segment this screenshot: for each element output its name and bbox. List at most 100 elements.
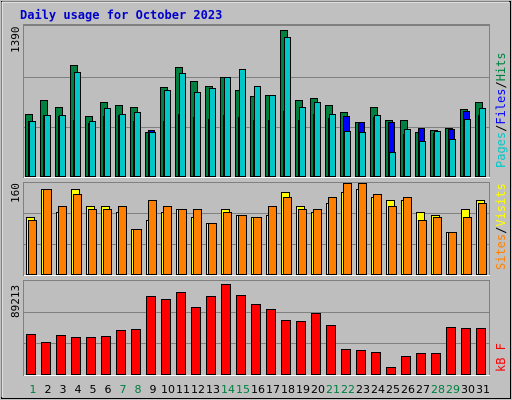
bar-sites-day-22 <box>343 183 352 275</box>
x-tick-label: 24 <box>371 383 385 396</box>
bar-kb-f-day-18 <box>281 320 291 375</box>
bar-kb-f-day-9 <box>146 296 156 375</box>
bar-sites-day-19 <box>298 209 307 275</box>
bar-sites-day-17 <box>268 206 277 275</box>
x-tick-label: 11 <box>176 383 190 396</box>
bar-sites-day-28 <box>433 217 442 275</box>
legend-entry: / <box>494 227 508 234</box>
bar-kb-f-day-25 <box>386 367 396 375</box>
bar-sites-day-11 <box>178 209 187 275</box>
bar-kb-f-day-16 <box>251 304 261 375</box>
bar-sites-day-8 <box>133 229 142 275</box>
bar-pages-day-3 <box>59 115 66 177</box>
legend-entry: Files <box>494 89 508 125</box>
bar-pages-day-20 <box>314 102 321 177</box>
bar-pages-day-4 <box>74 72 81 177</box>
bar-pages-day-16 <box>254 86 261 177</box>
bar-pages-day-6 <box>104 108 111 177</box>
chart-title: Daily usage for October 2023 <box>20 8 222 22</box>
bar-sites-day-25 <box>388 206 397 275</box>
x-tick-label: 29 <box>446 383 460 396</box>
legend-pages-files-hits: Pages/Files/Hits <box>494 52 508 168</box>
bar-kb-f-day-11 <box>176 292 186 375</box>
bar-pages-day-14 <box>224 77 231 177</box>
bar-pages-day-28 <box>434 131 441 177</box>
bar-sites-day-13 <box>208 223 217 275</box>
bar-sites-day-30 <box>463 217 472 275</box>
bar-pages-day-13 <box>209 88 216 177</box>
legend-entry: Pages <box>494 132 508 168</box>
x-tick-label: 14 <box>221 383 235 396</box>
bars-top <box>25 30 486 177</box>
bar-kb-f-day-12 <box>191 307 201 375</box>
bar-pages-day-24 <box>374 115 381 177</box>
bar-sites-day-7 <box>118 206 127 275</box>
bar-pages-day-12 <box>194 92 201 177</box>
bar-sites-day-2 <box>43 189 52 275</box>
bar-sites-day-1 <box>28 220 37 275</box>
x-tick-label: 18 <box>281 383 295 396</box>
bar-sites-day-3 <box>58 206 67 275</box>
bar-kb-f-day-2 <box>41 342 51 375</box>
bar-sites-day-12 <box>193 209 202 275</box>
bar-kb-f-day-27 <box>416 353 426 375</box>
bar-sites-day-9 <box>148 200 157 275</box>
bar-pages-day-10 <box>164 90 171 177</box>
legend-kbytes: kB F <box>494 343 508 372</box>
bar-pages-day-11 <box>179 73 186 177</box>
x-tick-label: 4 <box>75 383 82 396</box>
bar-pages-day-1 <box>29 121 36 177</box>
bar-sites-day-20 <box>313 209 322 275</box>
legend-entry: kB F <box>494 343 508 372</box>
x-tick-label: 13 <box>206 383 220 396</box>
bar-kb-f-day-28 <box>431 353 441 375</box>
bar-pages-day-9 <box>149 132 156 177</box>
x-tick-label: 20 <box>311 383 325 396</box>
x-tick-label: 31 <box>476 383 490 396</box>
panel-hits-files-pages: 1390 <box>9 24 490 178</box>
x-tick-label: 1 <box>30 383 37 396</box>
x-tick-label: 17 <box>266 383 280 396</box>
legend-sites-visits: Sites/Visits <box>494 183 508 270</box>
bar-sites-day-23 <box>358 183 367 275</box>
bar-kb-f-day-23 <box>356 350 366 375</box>
x-tick-label: 28 <box>431 383 445 396</box>
x-tick-label: 16 <box>251 383 265 396</box>
bar-kb-f-day-31 <box>476 328 486 375</box>
bar-kb-f-day-5 <box>86 337 96 375</box>
y-max-label-top: 1390 <box>9 27 22 54</box>
legend-entry: Sites <box>494 234 508 270</box>
bar-sites-day-10 <box>163 206 172 275</box>
legend-entry: Visits <box>494 183 508 226</box>
bar-sites-day-15 <box>238 215 247 275</box>
bar-kb-f-day-15 <box>236 295 246 375</box>
bar-sites-day-31 <box>478 203 487 275</box>
bar-kb-f-day-19 <box>296 321 306 375</box>
bar-pages-day-22 <box>344 131 351 177</box>
bar-sites-day-21 <box>328 197 337 275</box>
bar-pages-day-17 <box>269 95 276 177</box>
x-tick-label: 26 <box>401 383 415 396</box>
bar-pages-day-18 <box>284 37 291 177</box>
x-tick-label: 2 <box>45 383 52 396</box>
bar-kb-f-day-14 <box>221 284 231 375</box>
bar-kb-f-day-29 <box>446 327 456 375</box>
x-tick-label: 15 <box>236 383 250 396</box>
bar-kb-f-day-24 <box>371 352 381 375</box>
bar-kb-f-day-22 <box>341 349 351 375</box>
y-max-label-bot: 89213 <box>9 285 22 318</box>
bar-sites-day-4 <box>73 194 82 275</box>
x-tick-label: 8 <box>135 383 142 396</box>
bar-pages-day-26 <box>404 129 411 177</box>
bar-pages-day-8 <box>134 112 141 177</box>
bar-kb-f-day-10 <box>161 299 171 375</box>
bar-kb-f-day-30 <box>461 328 471 375</box>
bar-pages-day-7 <box>119 114 126 177</box>
x-tick-label: 27 <box>416 383 430 396</box>
bar-sites-day-27 <box>418 220 427 275</box>
bar-pages-day-25 <box>389 152 396 177</box>
bar-sites-day-16 <box>253 217 262 275</box>
x-tick-label: 10 <box>161 383 175 396</box>
panel-sites-visits: 160 <box>9 182 490 276</box>
